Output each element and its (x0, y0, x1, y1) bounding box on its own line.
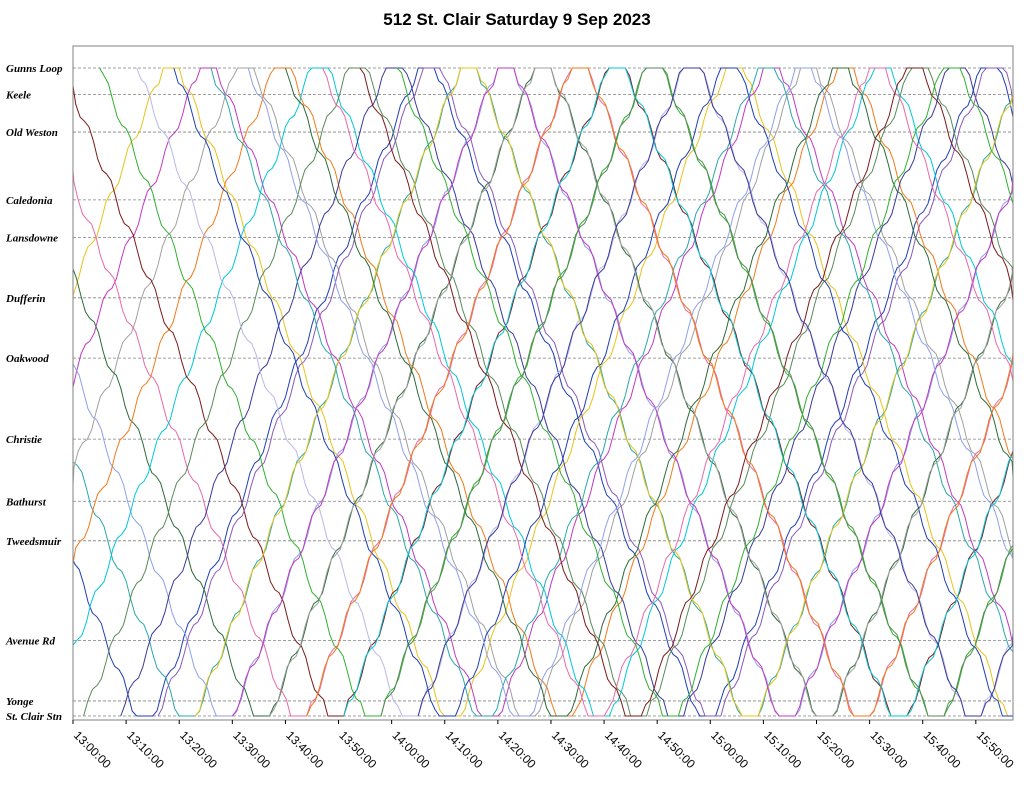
x-tick-label: 15:30:00 (867, 728, 910, 771)
stop-label: St. Clair Stn (6, 711, 62, 723)
x-tick-label: 13:40:00 (283, 728, 326, 771)
x-tick-label: 13:50:00 (336, 728, 379, 771)
x-tick-label: 14:50:00 (655, 728, 698, 771)
x-axis-ticks: 13:00:00 13:10:00 13:20:00 13:30:00 13:40:00… (71, 720, 1017, 771)
x-tick-label: 13:30:00 (230, 728, 273, 771)
x-tick-label: 14:30:00 (549, 728, 592, 771)
stop-label: Avenue Rd (5, 636, 55, 648)
stop-label: Old Weston (6, 127, 58, 139)
chart-title: 512 St. Clair Saturday 9 Sep 2023 (383, 10, 651, 29)
stop-label: Keele (5, 89, 31, 101)
x-tick-label: 13:10:00 (124, 728, 167, 771)
x-tick-label: 15:50:00 (974, 728, 1017, 771)
plot-border (72, 45, 1014, 721)
stop-label: Lansdowne (5, 233, 58, 245)
x-tick-label: 14:10:00 (443, 728, 486, 771)
x-tick-label: 15:10:00 (761, 728, 804, 771)
x-tick-label: 14:00:00 (390, 728, 433, 771)
x-tick-label: 13:20:00 (177, 728, 220, 771)
stop-label: Yonge (6, 696, 34, 708)
x-tick-label: 13:00:00 (71, 728, 114, 771)
x-tick-label: 14:20:00 (496, 728, 539, 771)
stop-label: Tweedsmuir (6, 536, 62, 548)
stop-label: Oakwood (6, 353, 49, 365)
stop-label: Bathurst (5, 496, 47, 508)
x-tick-label: 15:20:00 (814, 728, 857, 771)
x-tick-label: 15:40:00 (921, 728, 964, 771)
stop-label: Dufferin (5, 293, 46, 305)
stop-label: Gunns Loop (6, 63, 63, 75)
x-tick-label: 15:00:00 (708, 728, 751, 771)
stop-labels: Gunns Loop Keele Old Weston Caledonia Lansdo… (5, 63, 63, 723)
trip-lines (72, 45, 1014, 721)
stop-label: Caledonia (6, 195, 53, 207)
x-tick-label: 14:40:00 (602, 728, 645, 771)
stop-label: Christie (6, 434, 42, 446)
